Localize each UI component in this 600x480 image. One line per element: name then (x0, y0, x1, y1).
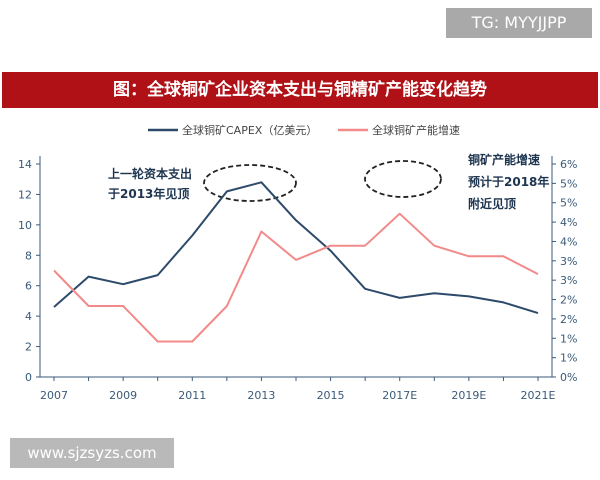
y-left-tick-label: 14 (18, 158, 32, 171)
y-right-tick-label: 3% (560, 274, 577, 287)
annotation-capex-line-2: 于2013年见顶 (108, 186, 189, 201)
x-tick-label: 2021E (521, 389, 556, 402)
y-left-tick-label: 6 (25, 280, 32, 293)
y-left-tick-label: 8 (25, 249, 32, 262)
x-tick-label: 2013 (247, 389, 275, 402)
peak-ellipse-growth (364, 160, 442, 198)
x-tick-label: 2009 (109, 389, 137, 402)
y-right-tick-label: 6% (560, 158, 577, 171)
annotations: 上一轮资本支出 于2013年见顶 铜矿产能增速 预计于2018年 附近见顶 (108, 152, 549, 211)
y-left-tick-label: 4 (25, 310, 32, 323)
series-line-growth (53, 212, 539, 343)
annotation-growth-line-1: 铜矿产能增速 (468, 152, 540, 167)
series-line-capex (53, 181, 539, 315)
annotation-growth-line-3: 附近见顶 (468, 196, 516, 211)
x-tick-label: 2007 (40, 389, 68, 402)
y-right-tick-label: 5% (560, 177, 577, 190)
chart-title: 图：全球铜矿企业资本支出与铜精矿产能变化趋势 (2, 72, 598, 108)
y-right-tick-label: 1% (560, 352, 577, 365)
x-tick-label: 2015 (317, 389, 345, 402)
x-tick-label: 2017E (382, 389, 417, 402)
y-left-tick-label: 2 (25, 341, 32, 354)
watermark-bottom: www.sjzsyzs.com (10, 438, 174, 468)
y-right-tick-label: 4% (560, 216, 577, 229)
watermark-top: TG: MYYJJPP (446, 8, 592, 38)
series (53, 181, 539, 343)
y-right-tick-label: 2% (560, 294, 577, 307)
x-tick-label: 2019E (451, 389, 486, 402)
axes: 0 2 4 6 8 10 12 14 0% 1% 1% 2% 2% 3% 3% 4% 4% 5% 5% 6% 2007 2… (18, 156, 577, 402)
y-left-tick-label: 12 (18, 188, 32, 201)
y-left-tick-label: 10 (18, 219, 32, 232)
y-right-tick-label: 4% (560, 235, 577, 248)
peak-ellipse-capex (203, 164, 297, 202)
annotation-capex-line-1: 上一轮资本支出 (108, 166, 192, 181)
chart-legend: 全球铜矿CAPEX（亿美元） 全球铜矿产能增速 (148, 123, 460, 137)
legend-capex-label: 全球铜矿CAPEX（亿美元） (182, 123, 317, 137)
x-tick-label: 2011 (178, 389, 206, 402)
y-right-tick-label: 2% (560, 313, 577, 326)
annotation-growth-line-2: 预计于2018年 (468, 174, 549, 189)
y-right-tick-label: 0% (560, 371, 577, 384)
y-right-tick-label: 1% (560, 332, 577, 345)
legend-growth-label: 全球铜矿产能增速 (372, 123, 460, 137)
y-left-tick-label: 0 (25, 371, 32, 384)
y-right-tick-label: 5% (560, 197, 577, 210)
y-right-tick-label: 3% (560, 255, 577, 268)
